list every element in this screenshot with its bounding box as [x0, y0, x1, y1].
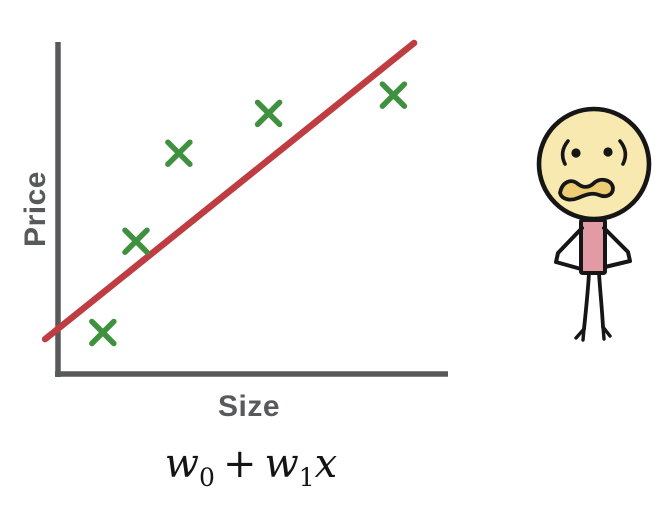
formula-plus-operator: +: [222, 441, 257, 487]
person-right-arm: [602, 226, 632, 269]
person-left-eye-arc: [560, 139, 570, 166]
person-torso: [579, 218, 607, 275]
data-point-x-marker: [165, 139, 193, 167]
formula-w1-subscript: 1: [298, 463, 315, 492]
person-left-eye: [571, 148, 581, 158]
person-right-leg: [597, 271, 605, 329]
chart-svg: [41, 39, 448, 377]
data-point-x-marker: [122, 227, 150, 255]
worried-person-illustration: [536, 106, 652, 342]
formula-w0-subscript: 0: [199, 463, 215, 492]
person-mouth: [558, 177, 615, 202]
regression-formula: w0 + w1x: [164, 441, 338, 490]
person-left-foot: [574, 327, 586, 342]
person-right-eye: [603, 147, 613, 157]
y-axis-label: Price: [19, 171, 52, 247]
formula-w1-base: w: [264, 441, 299, 487]
formula-x-variable: x: [314, 441, 338, 487]
person-right-eye-arc: [618, 139, 628, 166]
formula-w0-base: w: [164, 441, 200, 487]
person-head: [536, 106, 652, 222]
x-axis-label: Size: [217, 390, 281, 423]
data-point-x-marker: [379, 81, 408, 109]
regression-line: [41, 39, 418, 343]
data-point-x-marker: [89, 318, 117, 347]
person-left-arm: [554, 226, 584, 271]
person-left-leg: [582, 271, 591, 331]
person-right-foot: [601, 325, 612, 341]
data-point-x-marker: [254, 99, 283, 128]
